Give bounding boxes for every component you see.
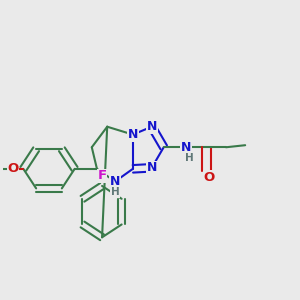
Text: O: O	[8, 162, 19, 175]
Text: H: H	[185, 152, 194, 163]
Text: N: N	[146, 120, 157, 133]
Text: F: F	[98, 169, 106, 182]
Text: O: O	[204, 171, 215, 184]
Text: N: N	[181, 141, 191, 154]
Text: N: N	[128, 128, 138, 141]
Text: N: N	[110, 175, 120, 188]
Text: N: N	[146, 161, 157, 174]
Text: H: H	[111, 188, 119, 197]
